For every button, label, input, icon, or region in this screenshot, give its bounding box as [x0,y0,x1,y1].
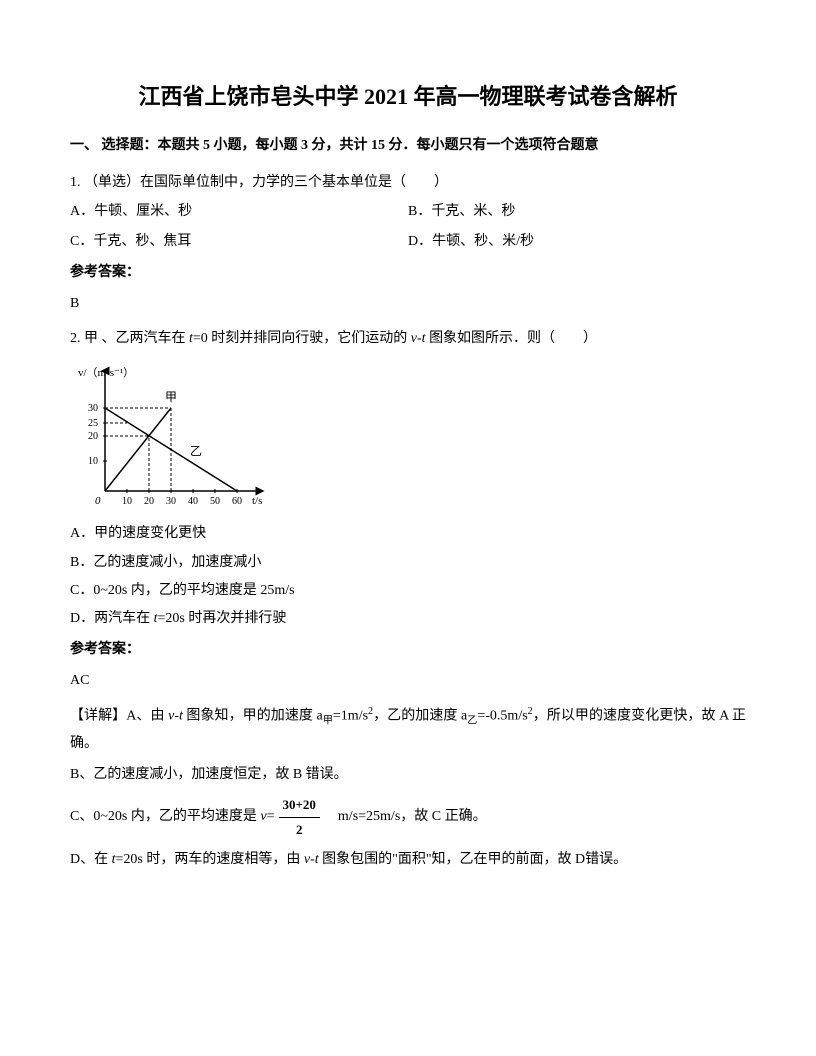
q1-option-a: A．牛顿、厘米、秒 [70,199,408,224]
svg-text:30: 30 [88,403,98,414]
svg-text:t/s: t/s [252,495,262,507]
svg-text:10: 10 [88,456,98,467]
q1-answer-label: 参考答案： [70,260,746,285]
svg-text:40: 40 [188,496,198,507]
q2-explanation-b: B、乙的速度减小，加速度恒定，故 B 错误。 [70,762,746,787]
page-title: 江西省上饶市皂头中学 2021 年高一物理联考试卷含解析 [70,80,746,113]
q2-option-b: B．乙的速度减小，加速度减小 [70,550,746,575]
vt-graph-svg: v/（m·s⁻¹） t/s 0 10 20 25 30 10 20 30 40 … [70,361,270,511]
svg-text:50: 50 [210,496,220,507]
q2-answer: AC [70,668,746,693]
section-header: 一、 选择题：本题共 5 小题，每小题 3 分，共计 15 分．每小题只有一个选… [70,133,746,158]
svg-text:0: 0 [95,495,101,507]
svg-text:乙: 乙 [190,444,202,458]
q2-chart: v/（m·s⁻¹） t/s 0 10 20 25 30 10 20 30 40 … [70,361,270,511]
svg-text:30: 30 [166,496,176,507]
q1-option-b: B．千克、米、秒 [408,199,746,224]
q2-option-d: D．两汽车在 t=20s 时再次并排行驶 [70,606,746,631]
svg-text:25: 25 [88,418,98,429]
q2-stem: 2. 甲 、乙两汽车在 t=0 时刻并排同向行驶，它们运动的 v-t 图象如图所… [70,326,746,351]
q2-answer-label: 参考答案： [70,637,746,662]
q2-explanation-c: C、0~20s 内，乙的平均速度是 v=30+202 m/s=25m/s，故 C… [70,793,746,841]
svg-text:60: 60 [232,496,242,507]
svg-text:10: 10 [122,496,132,507]
q2-option-a: A．甲的速度变化更快 [70,521,746,546]
q2-option-c: C．0~20s 内，乙的平均速度是 25m/s [70,578,746,603]
q2-explanation-d: D、在 t=20s 时，两车的速度相等，由 v-t 图象包围的"面积"知，乙在甲… [70,847,746,872]
svg-text:甲: 甲 [165,390,177,404]
q1-stem: 1. （单选）在国际单位制中，力学的三个基本单位是（ ） [70,170,746,195]
q2-explanation-a: 【详解】A、由 v-t 图象知，甲的加速度 a甲=1m/s2，乙的加速度 a乙=… [70,703,746,756]
svg-text:20: 20 [144,496,154,507]
q1-option-d: D．牛顿、秒、米/秒 [408,229,746,254]
svg-text:20: 20 [88,431,98,442]
q1-option-c: C．千克、秒、焦耳 [70,229,408,254]
question-1: 1. （单选）在国际单位制中，力学的三个基本单位是（ ） A．牛顿、厘米、秒 B… [70,170,746,316]
question-2: 2. 甲 、乙两汽车在 t=0 时刻并排同向行驶，它们运动的 v-t 图象如图所… [70,326,746,872]
svg-text:v/（m·s⁻¹）: v/（m·s⁻¹） [78,366,134,379]
q1-answer: B [70,291,746,316]
